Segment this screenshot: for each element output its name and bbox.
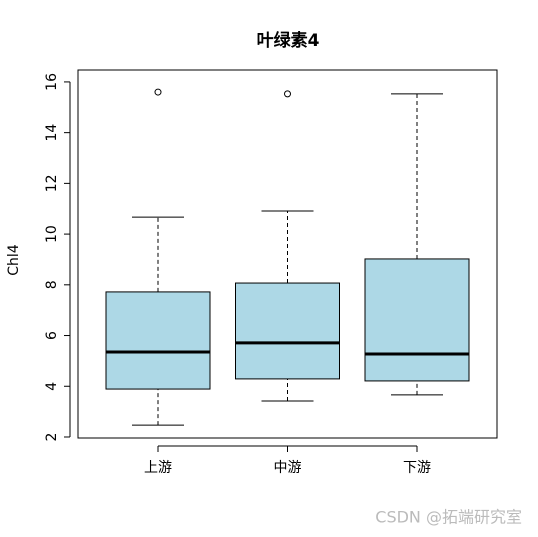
y-tick-label: 10 bbox=[44, 225, 60, 243]
y-tick-label: 4 bbox=[44, 382, 60, 391]
y-tick-label: 8 bbox=[44, 280, 60, 289]
plot-frame bbox=[77, 69, 498, 439]
x-tick-label: 中游 bbox=[274, 460, 302, 476]
y-tick-label: 16 bbox=[44, 73, 60, 91]
outlier bbox=[154, 88, 162, 96]
x-tick-label: 下游 bbox=[403, 460, 431, 476]
box bbox=[105, 291, 211, 390]
y-tick-label: 14 bbox=[44, 124, 60, 142]
box bbox=[235, 282, 340, 380]
x-tick-label: 上游 bbox=[144, 460, 172, 476]
watermark: CSDN @拓端研究室 bbox=[375, 508, 522, 527]
outlier bbox=[284, 90, 291, 98]
y-tick-label: 6 bbox=[44, 331, 60, 340]
box bbox=[364, 258, 470, 382]
y-tick-label: 2 bbox=[44, 433, 60, 442]
y-tick-label: 12 bbox=[44, 174, 60, 192]
y-axis-label: Chl4 bbox=[6, 244, 22, 276]
chart-title: 叶绿素4 bbox=[257, 30, 320, 51]
